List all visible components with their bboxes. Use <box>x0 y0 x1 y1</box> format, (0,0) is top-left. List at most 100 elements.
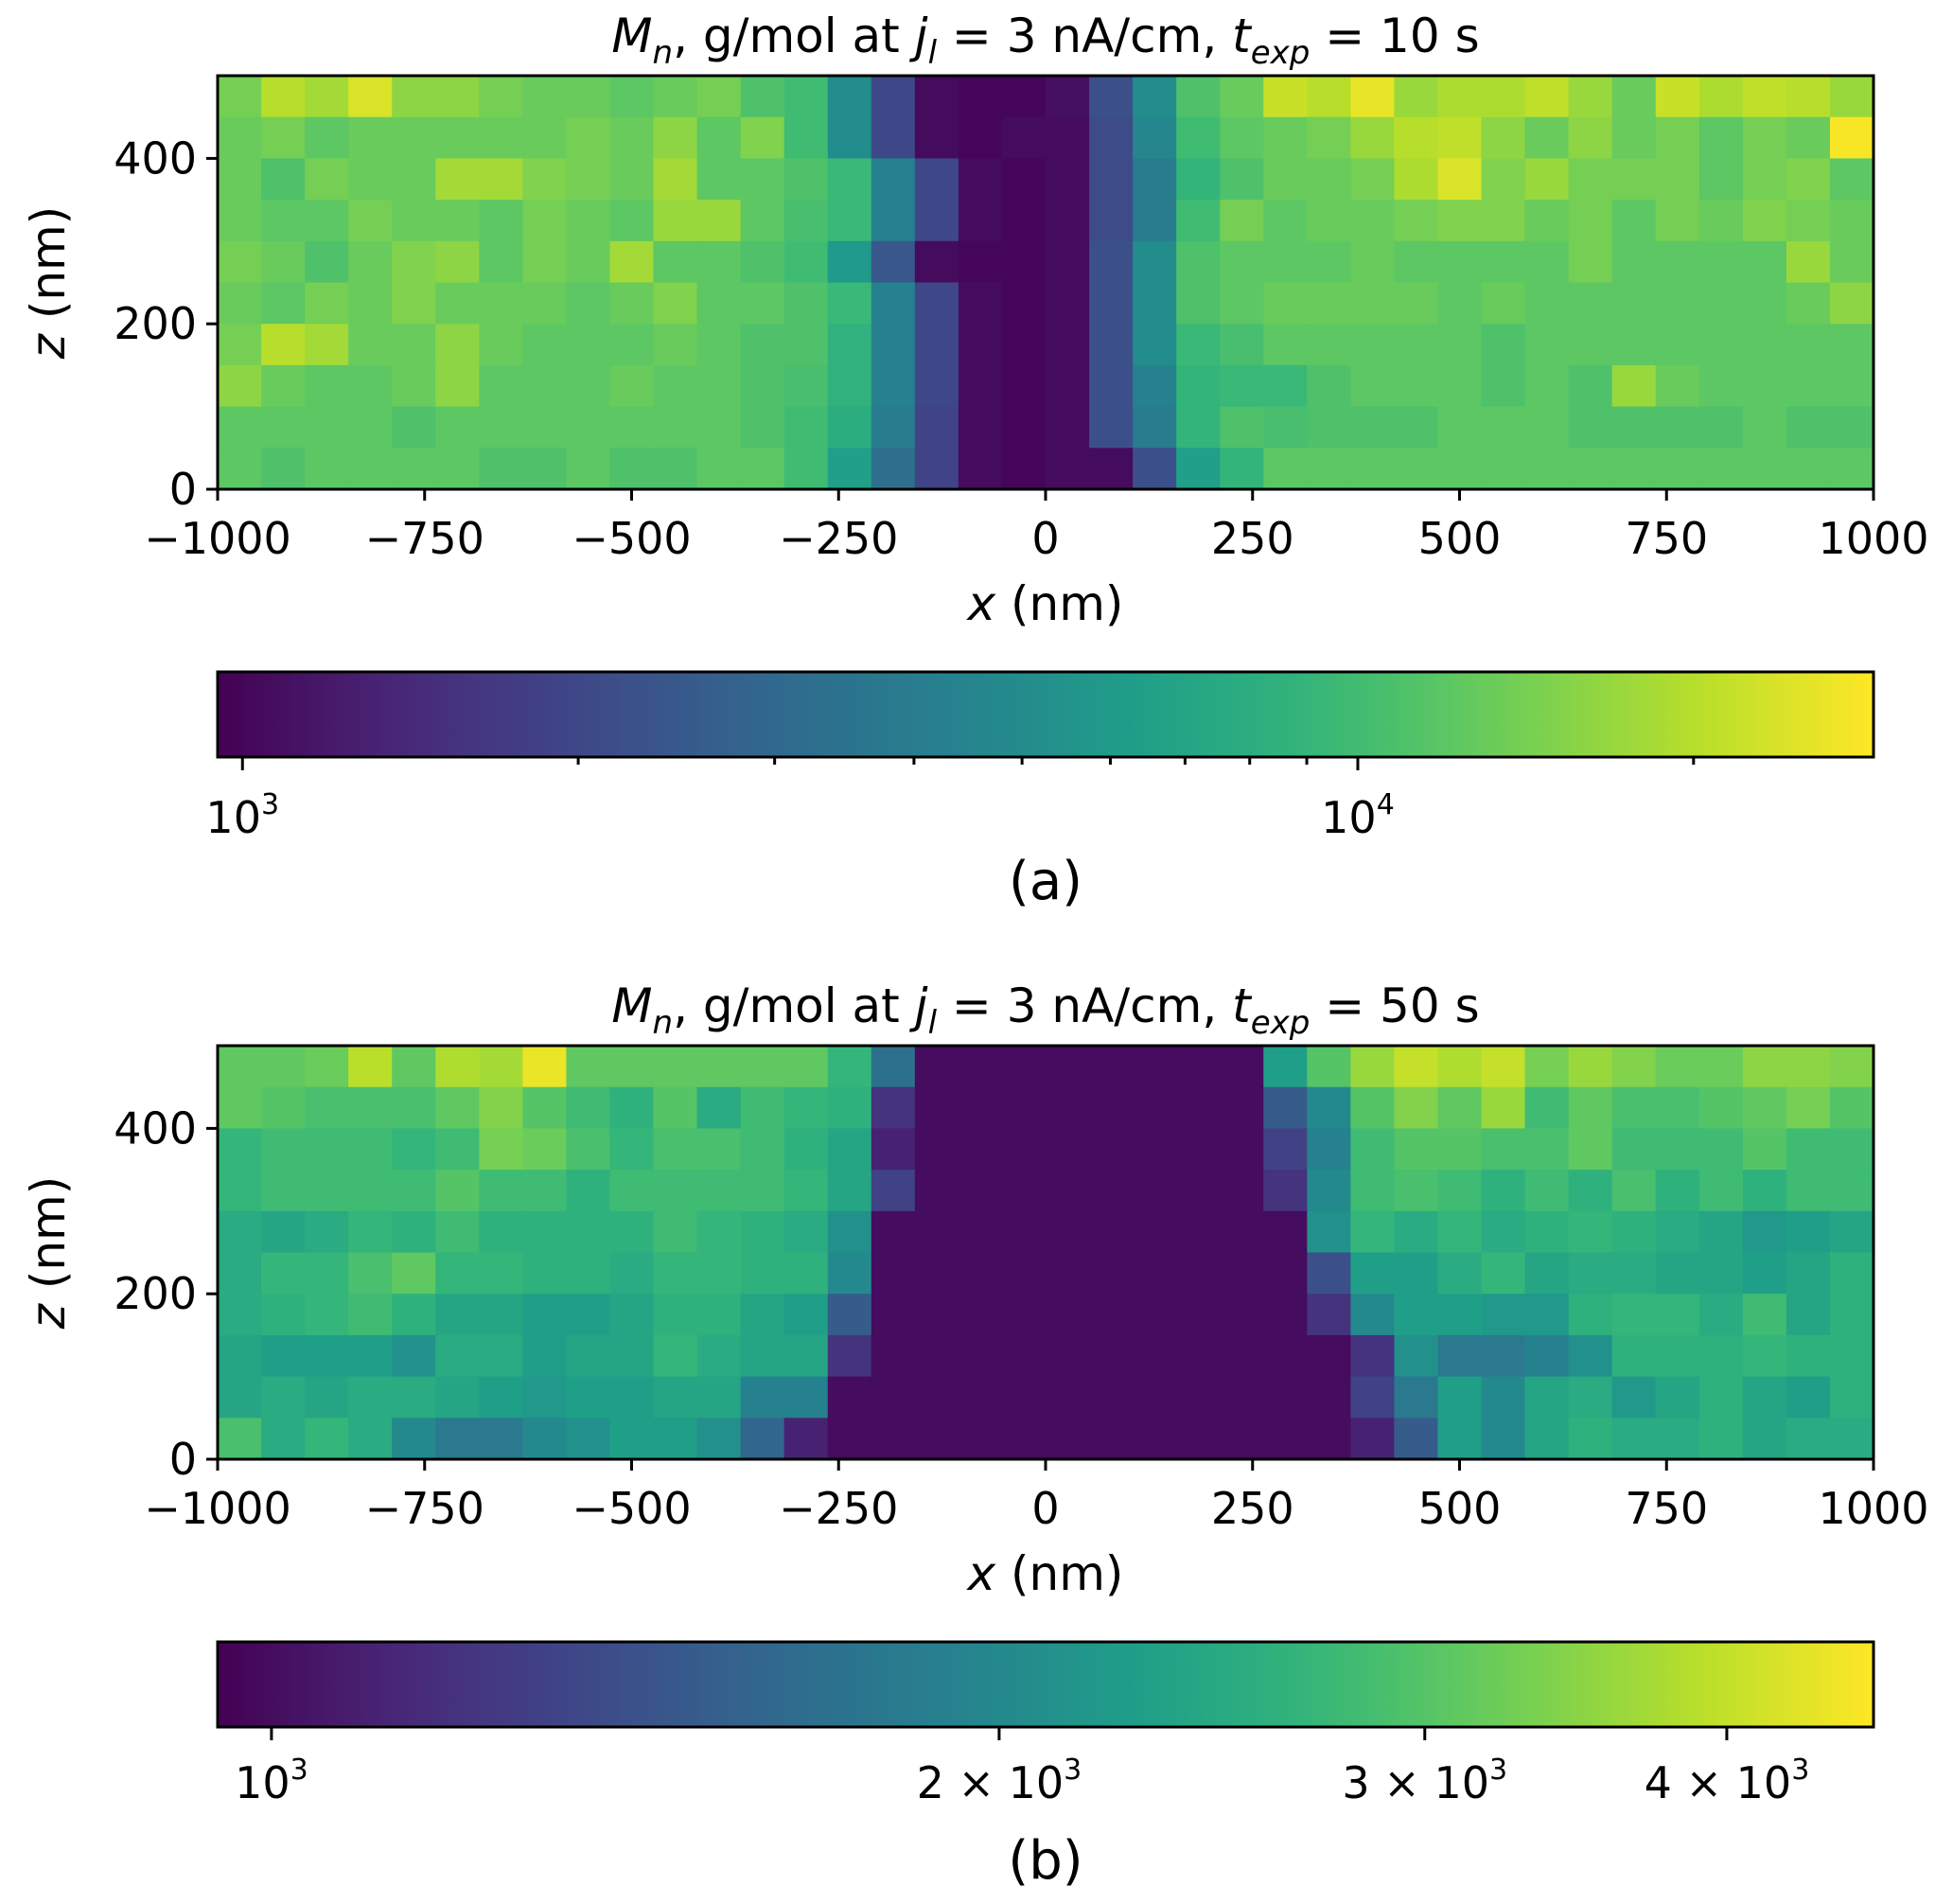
heatmap-cell <box>653 1046 698 1088</box>
heatmap-cell <box>522 1170 568 1212</box>
heatmap-cell <box>1133 1334 1177 1378</box>
heatmap-cell <box>435 76 480 118</box>
heatmap-cell <box>1698 76 1744 118</box>
heatmap-cell <box>1220 324 1264 366</box>
heatmap-cell <box>1568 406 1613 449</box>
heatmap-cell <box>914 200 959 242</box>
heatmap-cell <box>1786 1086 1831 1129</box>
heatmap-cell <box>1089 448 1134 490</box>
heatmap-cell <box>1786 1128 1831 1171</box>
heatmap-cell <box>435 116 480 159</box>
heatmap-cell <box>435 1128 480 1171</box>
heatmap-cell <box>261 76 306 118</box>
heatmap-cell <box>1220 200 1264 242</box>
heatmap-cell <box>1786 116 1831 159</box>
heatmap-cell <box>1698 240 1744 284</box>
chart-title-part: , g/mol at <box>673 9 915 63</box>
heatmap-cell <box>914 1418 959 1460</box>
heatmap-cell <box>958 1252 1003 1295</box>
heatmap-cell <box>479 158 523 201</box>
heatmap-cell <box>1220 158 1264 201</box>
heatmap-cell <box>740 448 785 490</box>
heatmap-cell <box>783 448 829 490</box>
heatmap-cell <box>1568 76 1613 118</box>
colorbar-tick-label: 2 × 103 <box>917 1754 1082 1808</box>
heatmap-cell <box>522 1294 568 1336</box>
colorbar-tick-base: 10 <box>235 1757 290 1808</box>
heatmap-cell <box>783 116 829 159</box>
heatmap-cell <box>435 1334 480 1378</box>
heatmap-cell <box>1001 1294 1047 1336</box>
heatmap-cell <box>435 324 480 366</box>
chart-title-part: n <box>653 34 674 72</box>
heatmap-cell <box>914 1334 959 1378</box>
colorbar <box>218 672 1874 757</box>
x-tick-label: −750 <box>365 1483 484 1534</box>
heatmap-cell <box>305 1252 349 1295</box>
heatmap-cell <box>1742 116 1787 159</box>
heatmap-cell <box>305 200 349 242</box>
heatmap-cell <box>871 116 916 159</box>
heatmap-cell <box>827 1170 872 1212</box>
heatmap-cell <box>1698 364 1744 408</box>
chart-title: Mn, g/mol at jl = 3 nA/cm, texp = 10 s <box>611 9 1479 72</box>
heatmap-cell <box>348 1252 393 1295</box>
heatmap-cell <box>1611 76 1657 118</box>
heatmap-cell <box>218 282 262 325</box>
heatmap-cell <box>1524 240 1570 284</box>
heatmap-cell <box>1611 1252 1657 1295</box>
heatmap-cell <box>1133 158 1177 201</box>
heatmap-cell <box>1001 282 1047 325</box>
heatmap-cell <box>609 406 655 449</box>
heatmap-cell <box>1437 406 1483 449</box>
heatmap-cell <box>1829 1334 1874 1378</box>
heatmap-cell <box>783 200 829 242</box>
heatmap-cell <box>218 1128 262 1171</box>
heatmap-cell <box>1176 1128 1221 1171</box>
heatmap-cell <box>348 1334 393 1378</box>
chart-title-part: exp <box>1251 34 1311 72</box>
x-tick-label: 750 <box>1625 513 1708 564</box>
heatmap-cell <box>740 1294 785 1336</box>
heatmap-cell <box>1176 1046 1221 1088</box>
heatmap-cell <box>653 200 698 242</box>
heatmap-cell <box>1001 1170 1047 1212</box>
heatmap-cell <box>740 1046 785 1088</box>
colorbar-tick-base: 4 × 10 <box>1645 1757 1792 1808</box>
heatmap-cell <box>609 324 655 366</box>
heatmap-cell <box>261 406 306 449</box>
heatmap-cell <box>1089 76 1134 118</box>
colorbar-tick-exponent: 3 <box>290 1754 308 1787</box>
heatmap-cell <box>696 158 742 201</box>
heatmap-cell <box>653 448 698 490</box>
heatmap-cell <box>1742 1294 1787 1336</box>
heatmap-cell <box>827 1294 872 1336</box>
heatmap-cell <box>1437 1128 1483 1171</box>
heatmap-cell <box>305 1334 349 1378</box>
heatmap-cell <box>783 1334 829 1378</box>
heatmap-cell <box>1089 1086 1134 1129</box>
heatmap-cell <box>1568 324 1613 366</box>
chart-title-part: l <box>928 34 938 72</box>
heatmap-cell <box>1611 116 1657 159</box>
heatmap-cell <box>1350 76 1396 118</box>
heatmap-cell <box>696 364 742 408</box>
heatmap-cell <box>696 1128 742 1171</box>
heatmap-cell <box>914 1128 959 1171</box>
colorbar-frame <box>216 670 1875 759</box>
heatmap-cell <box>1307 200 1351 242</box>
heatmap-cell <box>305 1210 349 1254</box>
heatmap-cell <box>1001 1252 1047 1295</box>
heatmap-cell <box>696 200 742 242</box>
heatmap-cell <box>1786 158 1831 201</box>
heatmap-cell <box>218 1376 262 1419</box>
heatmap-cell <box>522 200 568 242</box>
heatmap-cell <box>696 240 742 284</box>
heatmap-cell <box>305 1170 349 1212</box>
heatmap-cell <box>392 1294 436 1336</box>
heatmap-cell <box>1176 116 1221 159</box>
heatmap-cell <box>871 158 916 201</box>
heatmap-cell <box>1698 1376 1744 1419</box>
colorbar-frame <box>216 1640 1875 1729</box>
heatmap-cell <box>1263 200 1308 242</box>
